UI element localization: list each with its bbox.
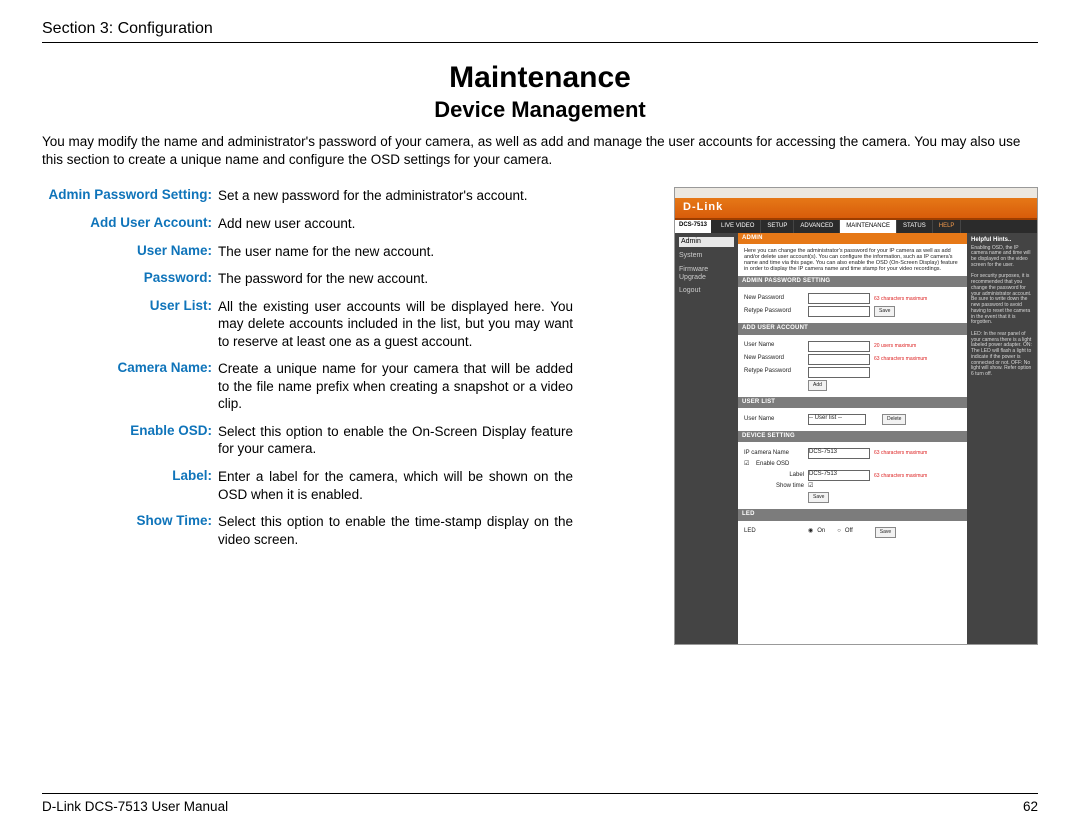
tab-live-video[interactable]: LIVE VIDEO — [715, 220, 761, 233]
def-desc: Enter a label for the camera, which will… — [218, 468, 573, 503]
def-row: Password:The password for the new accoun… — [42, 270, 644, 288]
input-camera-name[interactable]: DCS-7513 — [808, 448, 870, 459]
def-desc: Set a new password for the administrator… — [218, 187, 573, 205]
hints-text: Enabling OSD, the IP camera name and tim… — [971, 246, 1033, 269]
page-subtitle: Device Management — [42, 97, 1038, 123]
note-max-users: 20 users maximum — [874, 343, 916, 349]
screenshot-panel: D-Link DCS-7513 LIVE VIDEO SETUP ADVANCE… — [674, 187, 1038, 644]
label-enable-osd: Enable OSD — [756, 461, 808, 468]
def-row: Add User Account:Add new user account. — [42, 215, 644, 233]
input-retype-password[interactable] — [808, 306, 870, 317]
sidebar-item-system[interactable]: System — [679, 252, 734, 260]
tab-advanced[interactable]: ADVANCED — [794, 220, 840, 233]
page-title: Maintenance — [42, 61, 1038, 95]
add-button[interactable]: Add — [808, 380, 827, 391]
def-label: Enable OSD: — [42, 423, 218, 458]
def-row: Camera Name:Create a unique name for you… — [42, 360, 644, 413]
tab-status[interactable]: STATUS — [897, 220, 933, 233]
tab-help[interactable]: HELP — [933, 220, 962, 233]
label-on: On — [817, 528, 825, 535]
def-desc: All the existing user accounts will be d… — [218, 298, 573, 351]
sidebar-item-firmware[interactable]: Firmware Upgrade — [679, 266, 734, 283]
window-chrome — [675, 188, 1037, 198]
def-desc: Select this option to enable the On-Scre… — [218, 423, 573, 458]
footer-left: D-Link DCS-7513 User Manual — [42, 799, 228, 814]
def-label: User Name: — [42, 243, 218, 261]
def-desc: The user name for the new account. — [218, 243, 573, 261]
delete-button[interactable]: Delete — [882, 414, 906, 425]
def-row: Enable OSD:Select this option to enable … — [42, 423, 644, 458]
tab-setup[interactable]: SETUP — [761, 220, 794, 233]
input-label[interactable]: DCS-7513 — [808, 470, 870, 481]
model-badge: DCS-7513 — [675, 220, 715, 233]
intro-paragraph: You may modify the name and administrato… — [42, 133, 1038, 169]
def-desc: The password for the new account. — [218, 270, 573, 288]
input-user-password[interactable] — [808, 354, 870, 365]
note-max-chars: 63 characters maximum — [874, 296, 927, 302]
input-user-name[interactable] — [808, 341, 870, 352]
section-add-user-title: ADD USER ACCOUNT — [738, 323, 967, 334]
def-row: User Name:The user name for the new acco… — [42, 243, 644, 261]
hints-text: For security purposes, it is recommended… — [971, 274, 1033, 326]
note-max-chars: 63 characters maximum — [874, 473, 927, 479]
def-desc: Add new user account. — [218, 215, 573, 233]
save-button[interactable]: Save — [808, 492, 829, 503]
section-admin-text: Here you can change the administrator's … — [738, 244, 967, 276]
label-osd-label: Label — [744, 472, 804, 479]
hints-sidebar: Helpful Hints.. Enabling OSD, the IP cam… — [967, 233, 1037, 644]
label-user-name: User Name — [744, 416, 804, 423]
label-new-password: New Password — [744, 295, 804, 302]
select-user-list[interactable]: -- User list -- — [808, 414, 866, 425]
section-admin-title: ADMIN — [738, 233, 967, 244]
def-label: User List: — [42, 298, 218, 351]
def-label: Admin Password Setting: — [42, 187, 218, 205]
save-button[interactable]: Save — [874, 306, 895, 317]
tab-bar: DCS-7513 LIVE VIDEO SETUP ADVANCED MAINT… — [675, 220, 1037, 233]
label-off: Off — [845, 528, 853, 535]
label-show-time: Show time — [744, 483, 804, 490]
def-desc: Create a unique name for your camera tha… — [218, 360, 573, 413]
def-label: Label: — [42, 468, 218, 503]
label-retype-password: Retype Password — [744, 368, 804, 375]
label-camera-name: IP camera Name — [744, 450, 804, 457]
tab-maintenance[interactable]: MAINTENANCE — [840, 220, 897, 233]
note-max-chars: 63 characters maximum — [874, 450, 927, 456]
input-user-retype[interactable] — [808, 367, 870, 378]
input-new-password[interactable] — [808, 293, 870, 304]
def-row: Show Time:Select this option to enable t… — [42, 513, 644, 548]
def-desc: Select this option to enable the time-st… — [218, 513, 573, 548]
section-header: Section 3: Configuration — [42, 20, 1038, 43]
checkbox-show-time[interactable]: ☑ — [808, 483, 813, 490]
main-panel: ADMIN Here you can change the administra… — [738, 233, 967, 644]
def-label: Show Time: — [42, 513, 218, 548]
note-max-chars: 63 characters maximum — [874, 356, 927, 362]
label-led: LED — [744, 528, 804, 535]
definition-list: Admin Password Setting:Set a new passwor… — [42, 187, 644, 644]
label-user-name: User Name — [744, 342, 804, 349]
radio-led-on[interactable]: ◉ — [808, 528, 813, 535]
def-label: Camera Name: — [42, 360, 218, 413]
hints-text: LED: In the rear panel of your camera th… — [971, 332, 1033, 378]
section-device-title: DEVICE SETTING — [738, 431, 967, 442]
def-row: User List:All the existing user accounts… — [42, 298, 644, 351]
sidebar-item-logout[interactable]: Logout — [679, 287, 734, 295]
sidebar-item-admin[interactable]: Admin — [679, 237, 734, 247]
section-led-title: LED — [738, 509, 967, 520]
label-retype-password: Retype Password — [744, 308, 804, 315]
def-label: Password: — [42, 270, 218, 288]
radio-led-off[interactable]: ○ — [837, 528, 841, 535]
brand-bar: D-Link — [675, 198, 1037, 219]
save-button[interactable]: Save — [875, 527, 896, 538]
section-user-list-title: USER LIST — [738, 397, 967, 408]
def-row: Label:Enter a label for the camera, whic… — [42, 468, 644, 503]
label-new-password: New Password — [744, 355, 804, 362]
left-sidebar: Admin System Firmware Upgrade Logout — [675, 233, 738, 644]
hints-title: Helpful Hints.. — [971, 237, 1033, 244]
def-label: Add User Account: — [42, 215, 218, 233]
page-footer: D-Link DCS-7513 User Manual 62 — [42, 793, 1038, 814]
section-password-title: ADMIN PASSWORD SETTING — [738, 276, 967, 287]
def-row: Admin Password Setting:Set a new passwor… — [42, 187, 644, 205]
footer-page-number: 62 — [1023, 799, 1038, 814]
